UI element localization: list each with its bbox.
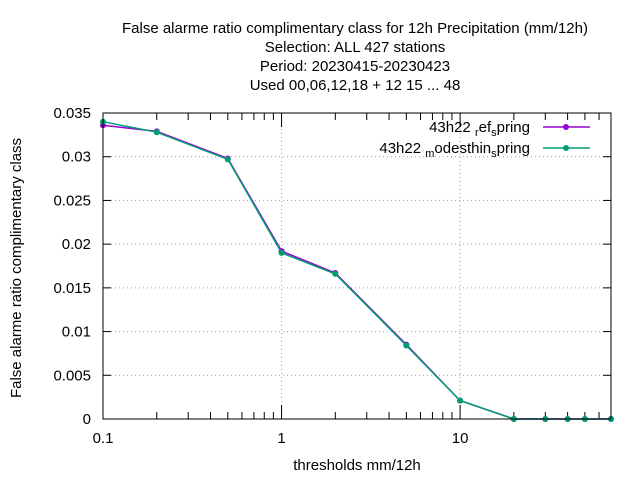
data-point xyxy=(332,270,339,277)
chart-title-line: Used 00,06,12,18 + 12 15 ... 48 xyxy=(250,77,461,94)
legend-entry-label: 43h22 refspring xyxy=(429,119,530,139)
y-tick-label: 0.015 xyxy=(53,280,91,297)
data-point xyxy=(457,397,464,404)
data-point xyxy=(153,129,160,136)
data-point xyxy=(403,342,410,349)
chart-title-line: Selection: ALL 427 stations xyxy=(265,39,445,56)
y-tick-label: 0 xyxy=(83,411,91,428)
x-axis-ticks: 0.1 1 10 xyxy=(93,113,600,447)
data-point xyxy=(278,249,285,256)
series-lines xyxy=(100,118,614,422)
y-axis-label: False alarme ratio complimentary class xyxy=(8,138,25,398)
chart-title-line: False alarme ratio complimentary class f… xyxy=(122,20,588,37)
legend-swatch-point xyxy=(563,145,569,151)
series-line-2 xyxy=(102,120,611,420)
y-tick-label: 0.03 xyxy=(62,149,91,166)
y-tick-label: 0.025 xyxy=(53,192,91,209)
x-tick-label: 10 xyxy=(452,430,469,447)
y-tick-label: 0.005 xyxy=(53,367,91,384)
y-tick-label: 0.02 xyxy=(62,236,91,253)
data-point xyxy=(224,156,231,163)
x-tick-label: 1 xyxy=(277,430,285,447)
chart-title: False alarme ratio complimentary class f… xyxy=(122,20,588,94)
legend-swatch-point xyxy=(563,124,569,130)
grid xyxy=(103,113,611,419)
y-tick-label: 0.035 xyxy=(53,105,91,122)
chart-title-line: Period: 20230415-20230423 xyxy=(260,58,450,75)
x-axis-label: thresholds mm/12h xyxy=(293,457,421,474)
legend-entry-label: 43h22 modesthinspring xyxy=(379,140,530,160)
y-axis-ticks: 0 0.005 0.01 0.015 0.02 0.025 0.03 0.035 xyxy=(53,105,611,428)
plot-frame xyxy=(102,112,612,420)
y-tick-label: 0.01 xyxy=(62,324,91,341)
x-tick-label: 0.1 xyxy=(93,430,114,447)
